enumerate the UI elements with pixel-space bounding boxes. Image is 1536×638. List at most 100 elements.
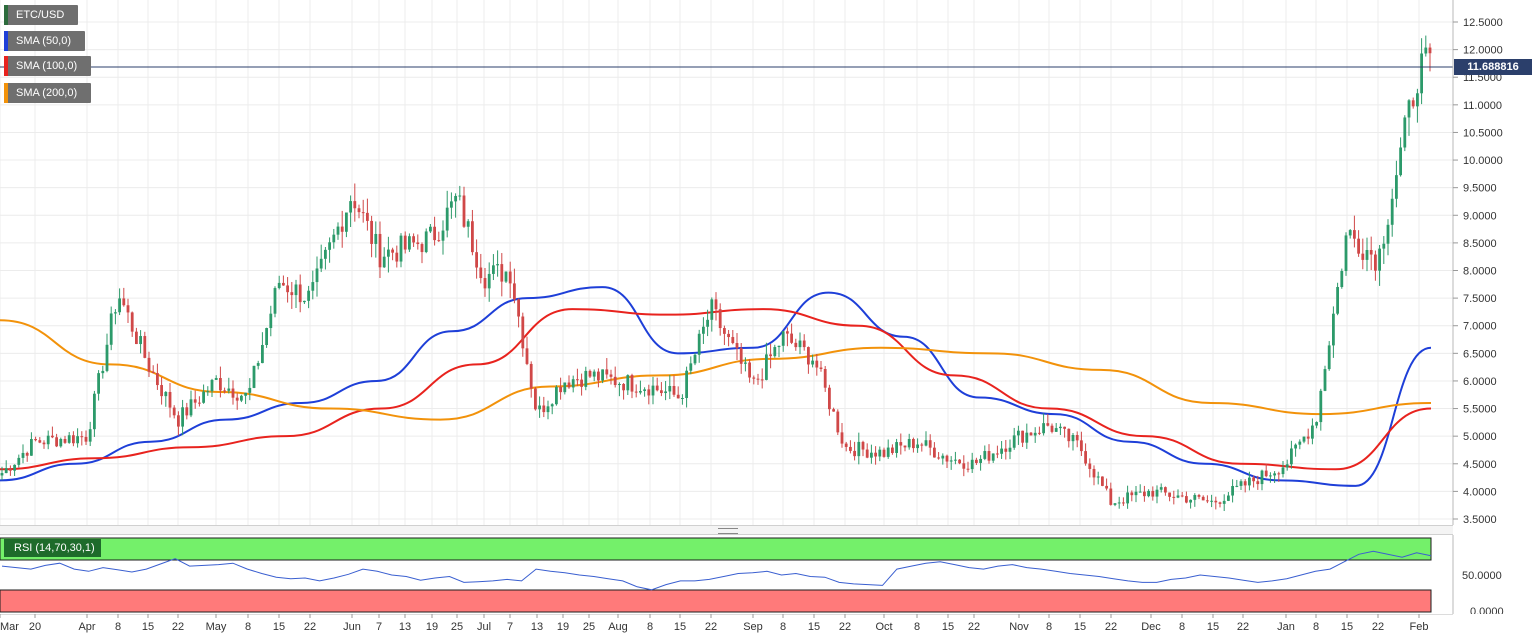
candle-body xyxy=(882,449,886,457)
candle-body xyxy=(1252,477,1255,482)
candle-body xyxy=(630,375,634,392)
candle-body xyxy=(4,468,8,474)
candle-body xyxy=(937,457,940,459)
candle-body xyxy=(286,285,289,293)
candle-body xyxy=(1290,448,1293,465)
candle-body xyxy=(714,299,718,310)
candle-body xyxy=(576,379,579,381)
candle-body xyxy=(1054,428,1058,432)
candle-body xyxy=(30,439,33,456)
candle-body xyxy=(1386,224,1390,244)
rsi-legend[interactable]: RSI (14,70,30,1) xyxy=(4,539,101,557)
pane-resize-handle[interactable] xyxy=(718,528,738,534)
legend-sma200[interactable]: SMA (200,0) xyxy=(4,83,91,103)
candle-body xyxy=(912,438,915,449)
candle-body xyxy=(63,438,67,443)
price-tick-label: 9.5000 xyxy=(1463,183,1497,195)
candle-body xyxy=(298,284,302,303)
candle-body xyxy=(618,383,621,386)
candle-body xyxy=(794,342,798,348)
candle-body xyxy=(475,252,478,268)
candle-body xyxy=(878,449,882,457)
candle-body xyxy=(210,379,214,392)
candle-body xyxy=(655,385,659,391)
candle-body xyxy=(59,438,63,447)
candle-body xyxy=(109,313,113,345)
candle-body xyxy=(1411,100,1415,107)
candle-body xyxy=(597,371,600,381)
chart-grid xyxy=(0,0,1453,525)
candle-body xyxy=(311,282,315,291)
candle-body xyxy=(361,212,365,214)
candle-body xyxy=(25,452,29,456)
candle-body xyxy=(718,309,722,329)
candle-body xyxy=(185,407,189,416)
candle-body xyxy=(924,440,928,446)
candle-body xyxy=(223,390,226,392)
candle-body xyxy=(529,363,533,389)
candle-body xyxy=(802,340,806,348)
pane-divider[interactable] xyxy=(0,525,1453,535)
candle-body xyxy=(790,333,793,343)
candle-body xyxy=(130,312,134,332)
candle-body xyxy=(277,282,281,289)
candle-body xyxy=(227,388,231,391)
time-tick-label: Mar xyxy=(0,621,19,633)
time-axis: Mar 20 Apr 8 15 22 May 8 15 22 Jun 7 13 19 25 Jul 7 13 19 2… xyxy=(0,614,1453,633)
candle-body xyxy=(1420,53,1423,94)
candle-body xyxy=(601,369,604,381)
candle-body xyxy=(1231,486,1234,496)
candle-body xyxy=(895,442,898,453)
time-tick-label: 7 xyxy=(376,621,382,633)
candle-body xyxy=(559,386,562,393)
legend-sma50-swatch xyxy=(4,31,8,51)
candle-body xyxy=(1017,430,1020,436)
candle-body xyxy=(546,406,550,413)
time-tick-label: 22 xyxy=(968,621,980,633)
candle-body xyxy=(668,385,672,392)
candle-body xyxy=(1042,423,1045,434)
time-tick-label: 8 xyxy=(914,621,920,633)
candle-body xyxy=(34,439,37,441)
legend-sma100[interactable]: SMA (100,0) xyxy=(4,56,91,76)
legend-sma50[interactable]: SMA (50,0) xyxy=(4,31,85,51)
candle-body xyxy=(1071,434,1075,442)
time-tick-label: Dec xyxy=(1141,621,1161,633)
candle-body xyxy=(303,300,306,303)
candle-body xyxy=(307,290,310,301)
price-tick-label: 5.0000 xyxy=(1463,431,1497,443)
candle-body xyxy=(727,333,730,338)
legend-symbol[interactable]: ETC/USD xyxy=(4,5,78,25)
time-tick-label: 15 xyxy=(273,621,285,633)
candle-body xyxy=(760,379,764,381)
candle-body xyxy=(1117,502,1121,504)
time-tick-label: 13 xyxy=(399,621,411,633)
price-axis: 12.5000 12.0000 11.5000 11.0000 10.5000 10.00… xyxy=(1453,17,1503,525)
candle-body xyxy=(639,390,642,393)
price-tick-label: 3.5000 xyxy=(1463,514,1497,525)
candle-body xyxy=(685,370,688,398)
candle-body xyxy=(105,344,109,371)
candle-body xyxy=(777,345,781,348)
candle-body xyxy=(874,452,877,457)
candle-body xyxy=(345,212,348,232)
candle-body xyxy=(571,379,575,388)
candle-body xyxy=(324,249,327,259)
rsi-chart[interactable]: 50.0000 0.0000 xyxy=(0,535,1536,614)
time-tick-label: 15 xyxy=(142,621,154,633)
time-tick-label: 25 xyxy=(583,621,595,633)
time-tick-label: 19 xyxy=(426,621,438,633)
candle-body xyxy=(420,244,424,253)
candle-body xyxy=(214,378,218,380)
candle-body xyxy=(542,405,546,413)
candle-body xyxy=(122,298,126,306)
candle-body xyxy=(836,411,840,433)
candle-body xyxy=(114,312,117,314)
candle-body xyxy=(647,389,651,396)
candle-body xyxy=(907,438,911,448)
candle-body xyxy=(1407,100,1411,118)
price-chart[interactable]: 12.5000 12.0000 11.5000 11.0000 10.5000 10.00… xyxy=(0,0,1536,525)
candles xyxy=(0,35,1432,512)
candle-body xyxy=(710,299,714,320)
candle-body xyxy=(1306,436,1310,439)
